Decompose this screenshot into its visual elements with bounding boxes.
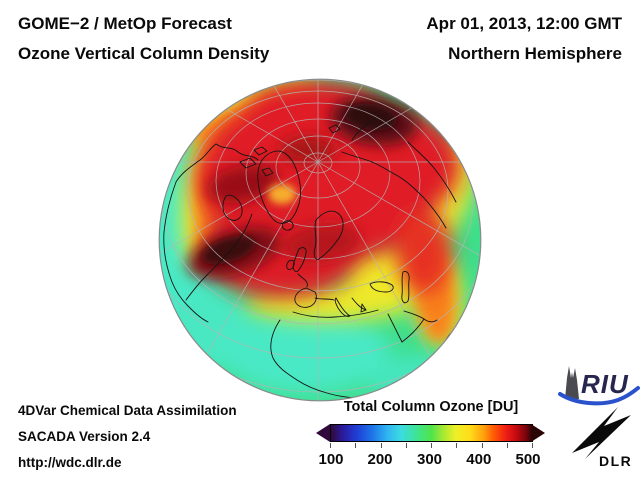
product-subtitle: Ozone Vertical Column Density	[18, 44, 270, 63]
colorbar-label-500: 500	[515, 451, 541, 468]
header-left: GOME−2 / MetOp Forecast Ozone Vertical C…	[18, 9, 269, 69]
dlr-logo: DLR	[572, 407, 632, 469]
forecast-datetime: Apr 01, 2013, 12:00 GMT	[426, 14, 622, 33]
footer-left: 4DVar Chemical Data Assimilation SACADA …	[18, 398, 237, 476]
wdc-url: http://wdc.dlr.de	[18, 455, 122, 470]
hemisphere-label: Northern Hemisphere	[448, 44, 622, 63]
assimilation-label: 4DVar Chemical Data Assimilation	[18, 403, 237, 418]
colorbar-label-200: 200	[367, 451, 393, 468]
header-right: Apr 01, 2013, 12:00 GMT Northern Hemisph…	[426, 9, 622, 69]
riu-cathedral-icon	[565, 366, 579, 399]
version-label: SACADA Version 2.4	[18, 429, 151, 444]
riu-wave-icon	[558, 386, 640, 406]
riu-logo-text: RIU	[581, 369, 629, 399]
globe-outline	[158, 78, 482, 402]
dlr-emblem-icon	[572, 407, 631, 459]
colorbar-label-400: 400	[466, 451, 492, 468]
ozone-field-dark-layer	[187, 96, 418, 279]
coastlines	[163, 118, 459, 400]
riu-logo: RIU	[558, 366, 640, 406]
product-title: GOME−2 / MetOp Forecast	[18, 14, 232, 33]
colorbar-ticks	[330, 443, 533, 448]
colorbar-title: Total Column Ozone [DU]	[343, 399, 519, 415]
graticule	[159, 79, 481, 401]
colorbar-label-300: 300	[416, 451, 443, 468]
dlr-logo-text: DLR	[599, 453, 632, 469]
colorbar-gradient	[330, 424, 533, 442]
colorbar-label-100: 100	[318, 451, 344, 468]
